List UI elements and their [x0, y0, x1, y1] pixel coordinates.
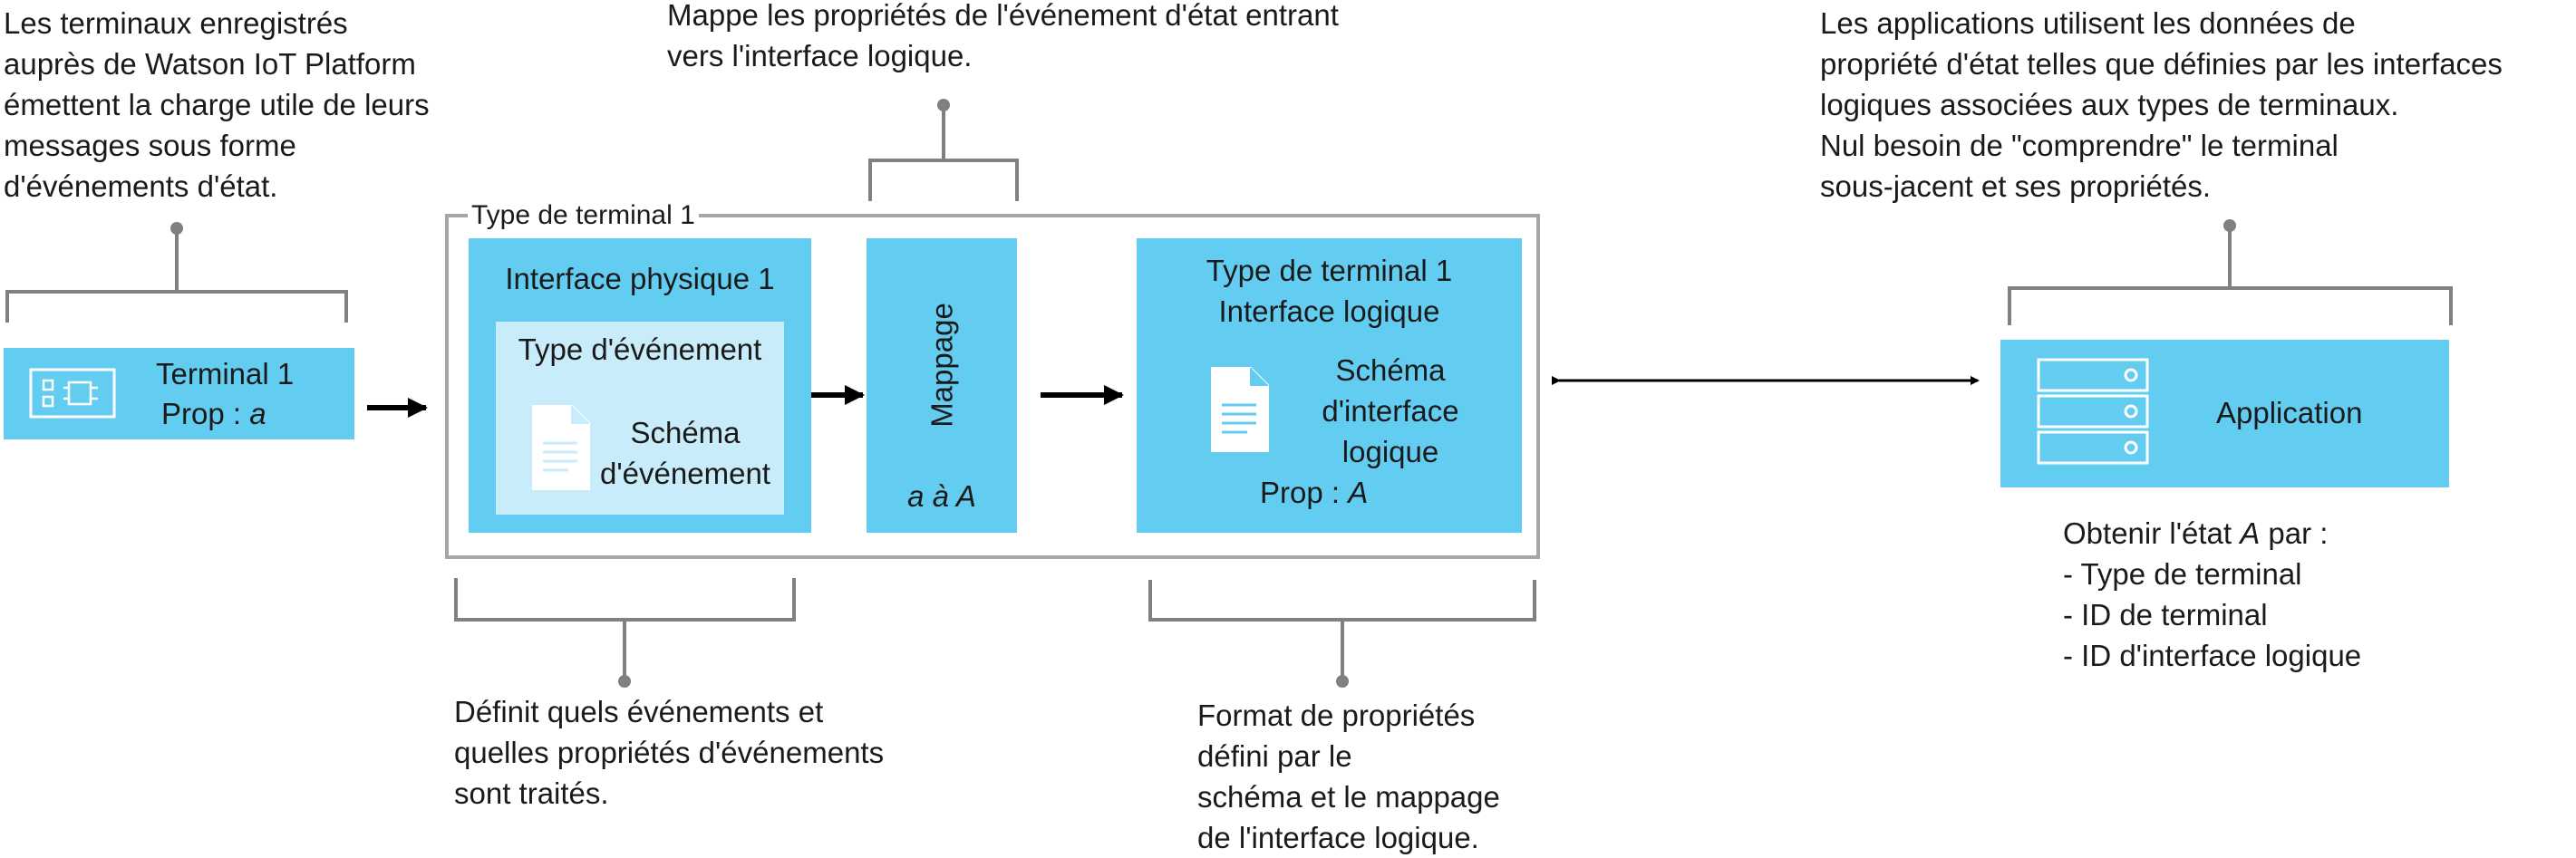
logical-schema-line: logique	[1341, 435, 1439, 468]
application-state-heading: Obtenir l'état A par :	[2063, 513, 2361, 554]
device-type-border	[445, 214, 1540, 559]
server-icon	[2037, 358, 2149, 465]
physical-interface-box: Interface physique 1 Type d'événement Sc…	[469, 238, 811, 533]
terminal-note-line: auprès de Watson IoT Platform	[4, 47, 416, 81]
terminal-note-dot	[170, 222, 183, 235]
event-note-dot	[618, 675, 631, 688]
terminal-note-line: Les terminaux enregistrés	[4, 6, 348, 40]
logical-schema-label: Schéma d'interface logique	[1300, 350, 1481, 472]
format-note-line: défini par le	[1197, 739, 1352, 773]
state-heading-var: A	[2240, 516, 2261, 550]
event-note-line: Définit quels événements et	[454, 695, 824, 728]
mapping-note-line: Mappe les propriétés de l'événement d'ét…	[667, 0, 1339, 32]
logical-interface-box: Type de terminal 1 Interface logique Sch…	[1137, 238, 1522, 533]
application-note-line: Les applications utilisent les données d…	[1820, 6, 2356, 40]
state-heading-suffix: par :	[2260, 516, 2329, 550]
terminal-note-bracket	[5, 230, 348, 323]
document-icon	[532, 405, 590, 490]
application-state-item: - Type de terminal	[2063, 557, 2302, 591]
mapping-box: Mappage a à A	[867, 238, 1017, 533]
application-title: Application	[2216, 396, 2363, 429]
logical-schema-line: Schéma	[1335, 353, 1446, 387]
terminal-prop-label: Prop :	[161, 397, 250, 430]
event-note: Définit quels événements et quelles prop…	[454, 691, 884, 814]
application-note-dot	[2223, 219, 2236, 232]
event-schema-line: d'événement	[600, 457, 770, 490]
mapping-note-bracket	[868, 107, 1019, 201]
mapping-rule: a à A	[867, 476, 1017, 516]
logical-prop: Prop : A	[1260, 472, 1368, 513]
application-box: Application	[2000, 340, 2449, 487]
logical-schema-line: d'interface	[1322, 394, 1459, 428]
terminal-prop-value: a	[249, 397, 266, 430]
format-note-dot	[1336, 675, 1349, 688]
mapping-note: Mappe les propriétés de l'événement d'ét…	[667, 0, 1339, 76]
logical-interface-title-line: Type de terminal 1	[1206, 254, 1453, 287]
format-note-bracket	[1148, 580, 1536, 680]
mapping-rule-text: a à A	[907, 479, 976, 513]
event-type-title: Type d'événement	[518, 333, 762, 366]
logical-prop-value: A	[1348, 476, 1369, 509]
terminal-note-line: messages sous forme	[4, 129, 296, 162]
application-note-line: Nul besoin de "comprendre" le terminal	[1820, 129, 2339, 162]
application-note-line: logiques associées aux types de terminau…	[1820, 88, 2399, 121]
format-note-line: Format de propriétés	[1197, 699, 1476, 732]
application-state-item: - ID d'interface logique	[2063, 639, 2362, 672]
terminal-note-line: d'événements d'état.	[4, 169, 278, 203]
event-note-line: sont traités.	[454, 776, 609, 810]
terminal-title: Terminal 1	[156, 357, 295, 390]
physical-interface-title: Interface physique 1	[505, 262, 775, 295]
event-schema-label: Schéma d'événement	[586, 412, 784, 494]
document-icon	[1211, 367, 1269, 452]
format-note-line: schéma et le mappage	[1197, 780, 1500, 814]
event-type-box: Type d'événement Schéma d'événement	[496, 322, 784, 515]
terminal-box: Terminal 1 Prop : a	[4, 348, 354, 439]
application-note-line: sous-jacent et ses propriétés.	[1820, 169, 2212, 203]
application-note: Les applications utilisent les données d…	[1820, 3, 2503, 207]
application-state-item: - ID de terminal	[2063, 598, 2268, 631]
device-type-label: Type de terminal 1	[468, 198, 699, 234]
logical-interface-title: Type de terminal 1 Interface logique	[1137, 250, 1522, 332]
event-note-line: quelles propriétés d'événements	[454, 736, 885, 769]
application-note-bracket	[2008, 228, 2453, 325]
logical-prop-label: Prop :	[1260, 476, 1349, 509]
event-note-bracket	[454, 578, 796, 680]
event-schema-line: Schéma	[630, 416, 741, 449]
format-note: Format de propriétés défini par le schém…	[1197, 695, 1500, 858]
application-state-list: Obtenir l'état A par : - Type de termina…	[2063, 513, 2361, 676]
terminal-prop: Prop : a	[161, 393, 266, 434]
mapping-note-line: vers l'interface logique.	[667, 39, 973, 72]
terminal-note-line: émettent la charge utile de leurs	[4, 88, 430, 121]
mapping-note-dot	[937, 99, 950, 111]
state-heading-prefix: Obtenir l'état	[2063, 516, 2241, 550]
device-icon	[29, 368, 116, 419]
logical-interface-title-line: Interface logique	[1218, 294, 1440, 328]
application-note-line: propriété d'état telles que définies par…	[1820, 47, 2503, 81]
terminal-note: Les terminaux enregistrés auprès de Wats…	[4, 3, 430, 207]
mapping-title: Mappage	[925, 303, 959, 428]
format-note-line: de l'interface logique.	[1197, 821, 1479, 854]
